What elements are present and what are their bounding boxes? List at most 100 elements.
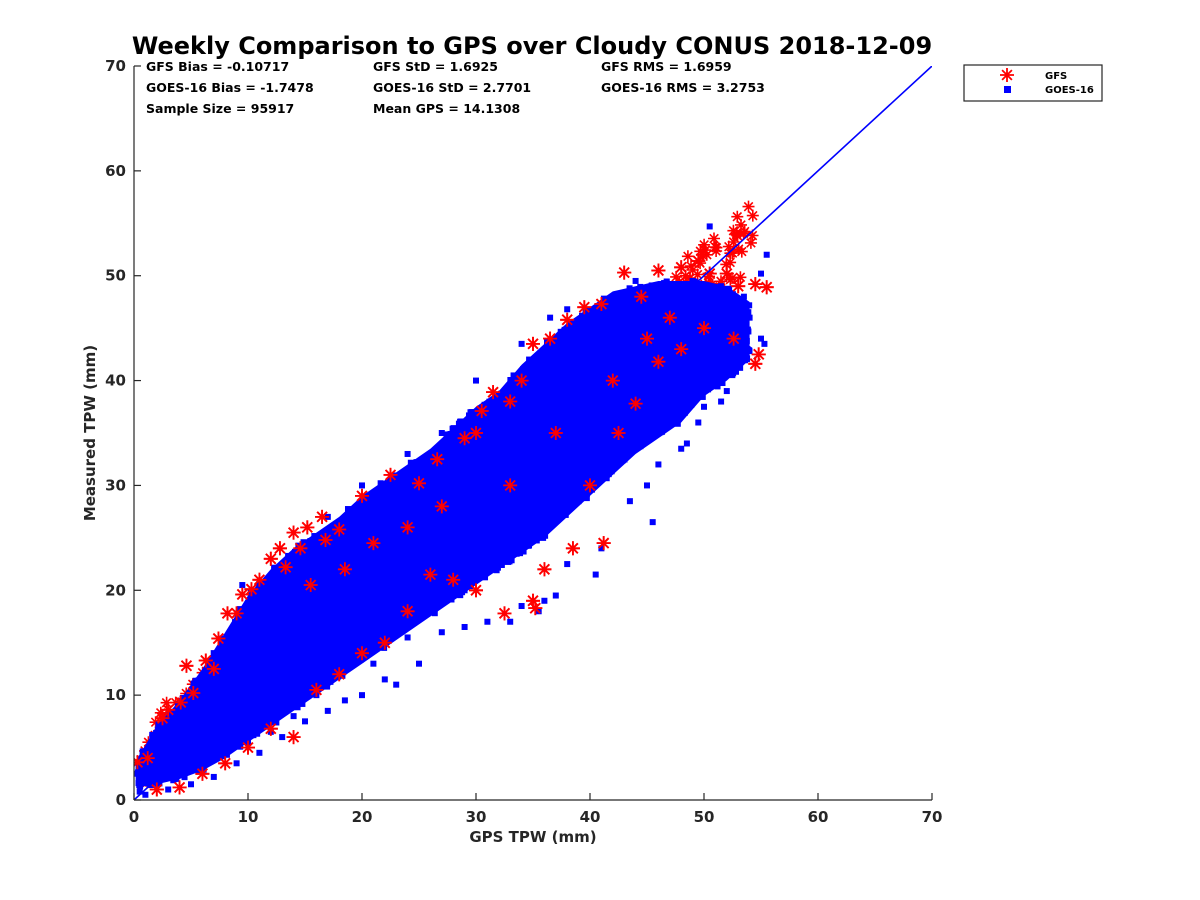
goes-point (377, 537, 384, 544)
goes-point (341, 660, 348, 667)
goes-point (213, 717, 220, 724)
goes-point (450, 476, 457, 483)
gfs-point (698, 238, 711, 251)
goes-point (618, 314, 625, 321)
goes-point (732, 306, 739, 313)
goes-point (354, 532, 361, 539)
goes-point (588, 415, 595, 422)
goes-point (272, 614, 279, 621)
goes-point (180, 704, 187, 711)
goes-point (639, 395, 646, 402)
goes-point (347, 594, 354, 601)
goes-point (688, 350, 695, 357)
gfs-point (724, 273, 737, 286)
goes-point (363, 495, 370, 502)
goes-point (399, 599, 406, 606)
goes-point (195, 677, 202, 684)
goes-point (564, 561, 571, 568)
y-tick-label: 40 (105, 372, 126, 390)
gfs-point (457, 431, 472, 446)
goes-point (598, 361, 605, 368)
goes-point (613, 347, 620, 354)
goes-point (587, 387, 594, 394)
goes-point (720, 291, 727, 298)
goes-point (740, 293, 747, 300)
goes-point (381, 481, 388, 488)
goes-point (652, 292, 659, 299)
goes-point (658, 389, 665, 396)
goes-point (481, 525, 488, 532)
goes-point (265, 591, 272, 598)
goes-point (724, 340, 731, 347)
goes-point (465, 423, 472, 430)
goes-point (545, 342, 552, 349)
goes-point (387, 491, 394, 498)
goes-point (227, 735, 234, 742)
goes-point (647, 396, 654, 403)
data-layer (134, 66, 932, 800)
goes-point (241, 686, 248, 693)
goes-point (266, 584, 273, 591)
goes-point (317, 550, 324, 557)
goes-point (722, 363, 729, 370)
goes-point (441, 487, 448, 494)
goes-point (282, 634, 289, 641)
goes-point (292, 554, 299, 561)
goes-point (726, 327, 733, 334)
goes-point (538, 512, 545, 519)
goes-point (292, 561, 299, 568)
goes-point (452, 560, 459, 567)
goes-point (649, 519, 656, 526)
goes-point (549, 379, 556, 386)
goes-point (473, 421, 480, 428)
goes-point (733, 309, 740, 316)
goes-point (650, 399, 657, 406)
goes-point (488, 416, 495, 423)
y-tick-label: 50 (105, 267, 126, 285)
goes-point (526, 356, 533, 363)
goes-point (477, 566, 484, 573)
goes-point (652, 327, 659, 334)
goes-point (363, 525, 370, 532)
goes-point (232, 685, 239, 692)
goes-point (444, 524, 451, 531)
gfs-point (735, 245, 748, 258)
goes-point (701, 384, 708, 391)
goes-point (570, 482, 577, 489)
goes-point (758, 270, 764, 277)
goes-point (330, 548, 337, 555)
goes-point (724, 309, 731, 316)
goes-point (531, 506, 538, 513)
goes-point (598, 401, 605, 408)
goes-point (558, 478, 565, 485)
gfs-point (651, 354, 666, 369)
goes-point (695, 419, 702, 426)
goes-point (562, 414, 569, 421)
goes-point (333, 656, 340, 663)
goes-point (372, 566, 379, 573)
gfs-point (211, 631, 226, 646)
goes-point (717, 338, 724, 345)
goes-point (579, 312, 586, 319)
goes-point (321, 647, 328, 654)
goes-point (609, 345, 616, 352)
goes-point (455, 455, 462, 462)
gfs-point (173, 695, 188, 710)
goes-point (152, 765, 159, 772)
goes-point (364, 649, 371, 656)
goes-point (691, 393, 698, 400)
goes-point (427, 468, 434, 475)
goes-point (235, 661, 242, 668)
goes-point (395, 567, 402, 574)
goes-point (177, 728, 184, 735)
goes-point (226, 710, 233, 717)
gfs-point (430, 452, 445, 467)
goes-point (408, 500, 415, 507)
goes-point (730, 360, 737, 367)
gfs-point (155, 711, 170, 726)
goes-point (561, 326, 568, 333)
goes-point (374, 530, 381, 537)
goes-point (213, 653, 220, 660)
goes-point (617, 356, 624, 363)
goes-point (254, 730, 261, 737)
